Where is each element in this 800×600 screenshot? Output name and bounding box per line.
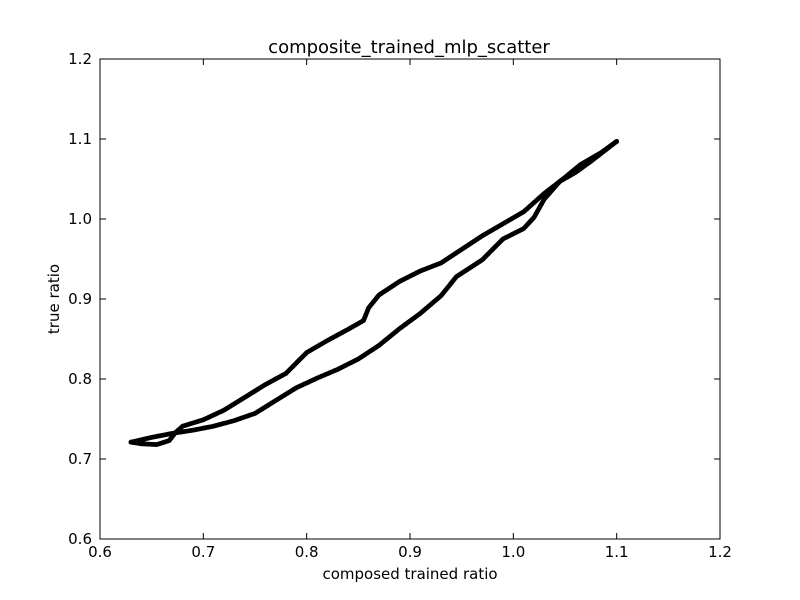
y-axis-ticks: 0.6 0.7 0.8 0.9 1.0 1.1 1.2 [68, 50, 720, 548]
x-tick-label: 1.1 [605, 543, 629, 561]
y-tick-label: 1.1 [68, 130, 92, 148]
y-tick-label: 0.7 [68, 450, 92, 468]
x-axis-ticks: 0.6 0.7 0.8 0.9 1.0 1.1 1.2 [88, 59, 732, 561]
y-tick-label: 0.6 [68, 530, 92, 548]
scatter-point [128, 439, 134, 445]
y-tick-label: 1.0 [68, 210, 92, 228]
y-tick-label: 0.8 [68, 370, 92, 388]
x-tick-label: 1.2 [708, 543, 732, 561]
y-tick-label: 0.9 [68, 290, 92, 308]
y-tick-label: 1.2 [68, 50, 92, 68]
chart-title: composite_trained_mlp_scatter [268, 37, 550, 58]
x-tick-label: 0.8 [295, 543, 319, 561]
x-tick-label: 0.6 [88, 543, 112, 561]
x-axis-label: composed trained ratio [322, 565, 497, 583]
data-points [128, 139, 620, 447]
plot-area-frame [99, 58, 721, 540]
x-tick-label: 0.7 [191, 543, 215, 561]
x-tick-label: 1.0 [501, 543, 525, 561]
y-axis-label: true ratio [45, 264, 63, 334]
x-tick-label: 0.9 [398, 543, 422, 561]
